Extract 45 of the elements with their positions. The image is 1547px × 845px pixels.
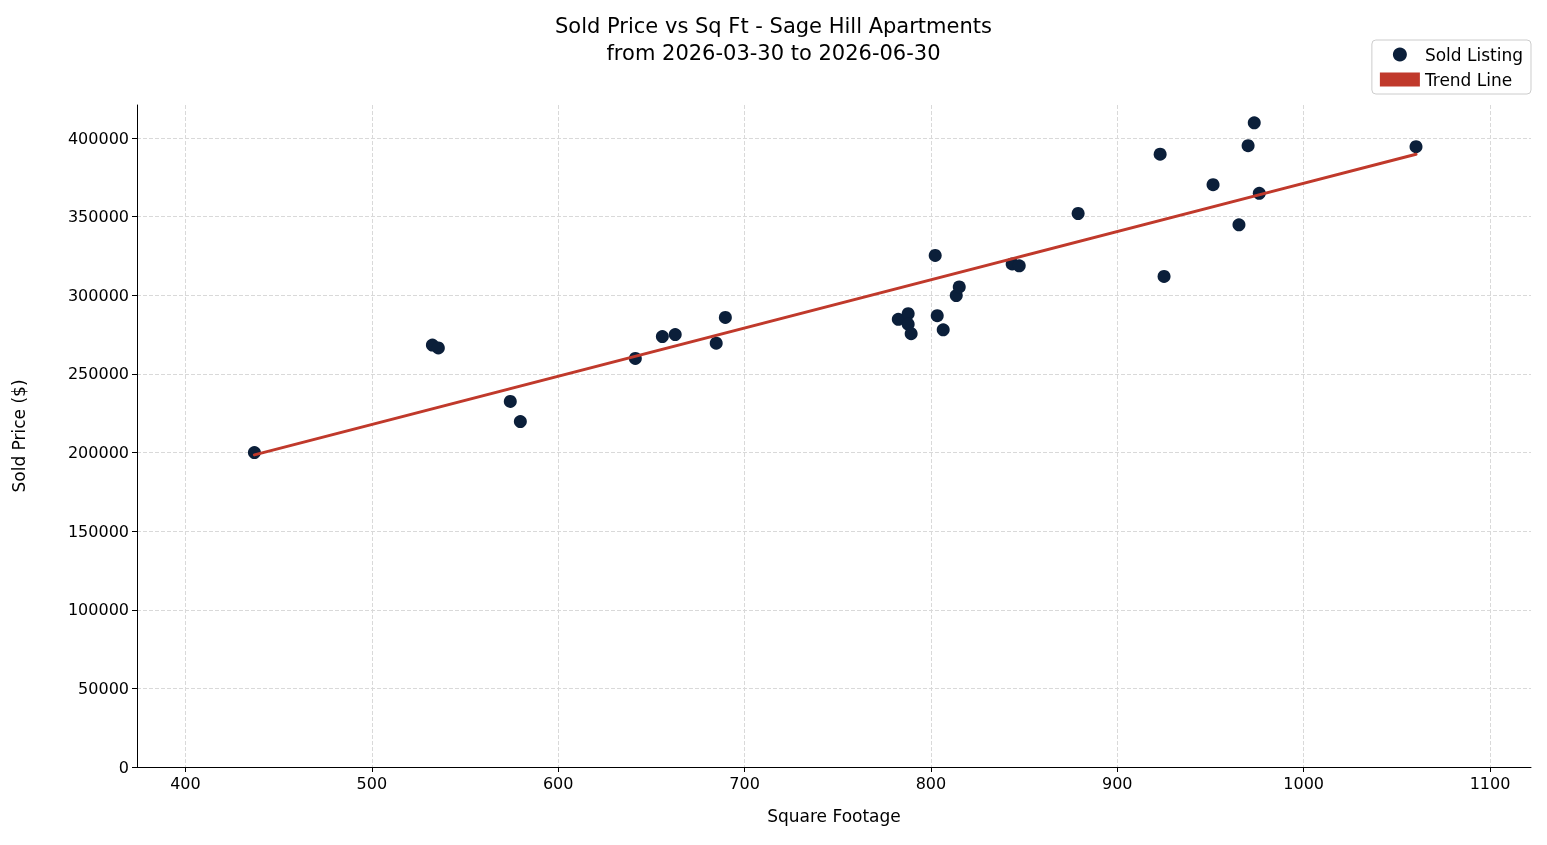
y-tick-label: 350000 <box>67 207 129 227</box>
point <box>503 394 517 408</box>
point <box>936 323 950 337</box>
point <box>655 330 669 344</box>
y-tick-label: 300000 <box>67 285 129 305</box>
point <box>1241 139 1255 153</box>
chart-subtitle: from 2026-03-30 to 2026-06-30 <box>606 40 941 65</box>
y-tick-label: 100000 <box>67 600 129 620</box>
point <box>1247 116 1261 130</box>
point <box>1012 259 1026 273</box>
point <box>513 415 527 429</box>
x-tick-label: 800 <box>915 773 947 793</box>
x-tick-label: 1000 <box>1283 773 1324 793</box>
y-tick-label: 150000 <box>67 521 129 541</box>
legend-label: Sold Listing <box>1424 44 1524 65</box>
point <box>1409 140 1423 154</box>
x-tick-label: 700 <box>729 773 760 793</box>
point <box>718 310 732 324</box>
point <box>1232 218 1246 232</box>
y-tick-label: 0 <box>118 757 129 777</box>
point <box>431 341 445 355</box>
point <box>709 336 723 350</box>
x-tick-label: 400 <box>170 773 201 793</box>
legend-label: Trend Line <box>1423 69 1513 90</box>
point <box>1206 178 1220 192</box>
x-tick-label: 1100 <box>1469 773 1511 793</box>
point <box>952 280 966 294</box>
x-axis-title: Square Footage <box>767 805 901 826</box>
y-tick-label: 200000 <box>67 443 129 463</box>
point <box>1153 147 1167 161</box>
point <box>1157 269 1171 283</box>
y-tick-label: 400000 <box>67 128 129 148</box>
y-axis-title: Sold Price ($) <box>8 379 29 493</box>
x-tick-label: 600 <box>542 773 574 793</box>
point <box>930 309 944 323</box>
point <box>904 327 918 341</box>
point <box>668 328 682 342</box>
x-tick-label: 900 <box>1102 773 1133 793</box>
chart-title: Sold Price vs Sq Ft - Sage Hill Apartments <box>555 13 992 38</box>
x-tick-label: 500 <box>356 773 388 793</box>
point <box>928 248 942 262</box>
point <box>901 307 915 321</box>
point <box>1071 207 1085 220</box>
y-tick-label: 250000 <box>67 364 129 384</box>
y-tick-label: 50000 <box>78 678 129 698</box>
